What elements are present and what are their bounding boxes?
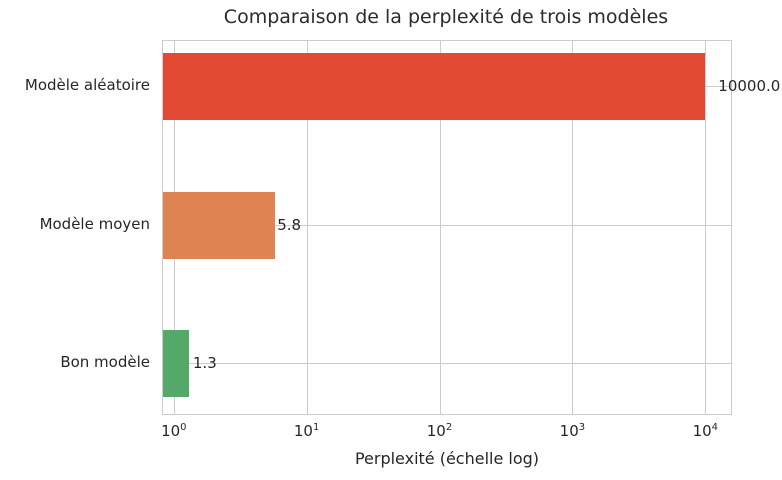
gridline-vertical: [439, 41, 441, 414]
tick-base: 10: [426, 422, 446, 440]
value-label-modele-moyen: 5.8: [277, 216, 302, 234]
tick-exponent: 3: [578, 422, 586, 433]
x-axis-label: Perplexité (échelle log): [354, 449, 540, 468]
y-tick-label-bon-modele: Bon modèle: [60, 353, 150, 371]
tick-base: 10: [293, 422, 313, 440]
tick-base: 10: [161, 422, 181, 440]
value-label-modele-aleatoire: 10000.0: [718, 77, 781, 95]
bar-modele-moyen: [163, 191, 276, 259]
gridline-vertical: [572, 41, 574, 414]
tick-exponent: 0: [180, 422, 187, 433]
y-tick-label-modele-aleatoire: Modèle aléatoire: [24, 76, 150, 94]
x-tick-label-10: 101: [294, 422, 319, 440]
tick-base: 10: [692, 422, 712, 440]
tick-exponent: 1: [312, 422, 320, 433]
chart-title: Comparaison de la perplexité de trois mo…: [223, 6, 669, 28]
value-label-bon-modele: 1.3: [192, 354, 217, 372]
gridline-horizontal: [163, 225, 731, 226]
y-tick-label-modele-moyen: Modèle moyen: [39, 215, 150, 233]
x-tick-label-1000: 103: [560, 422, 585, 440]
x-tick-label-100: 102: [427, 422, 452, 440]
tick-exponent: 2: [445, 422, 453, 433]
bar-modele-aleatoire: [163, 52, 706, 120]
plot-area: 10000.0 5.8 1.3 100 101 102 103 104 Perp…: [161, 40, 780, 468]
tick-base: 10: [559, 422, 579, 440]
x-tick-label-1: 100: [161, 422, 186, 440]
gridline-vertical: [306, 41, 308, 414]
bar-bon-modele: [163, 329, 189, 397]
tick-exponent: 4: [711, 422, 719, 433]
gridline-vertical: [705, 41, 707, 414]
x-tick-label-10000: 104: [693, 422, 718, 440]
gridline-horizontal: [163, 363, 731, 364]
